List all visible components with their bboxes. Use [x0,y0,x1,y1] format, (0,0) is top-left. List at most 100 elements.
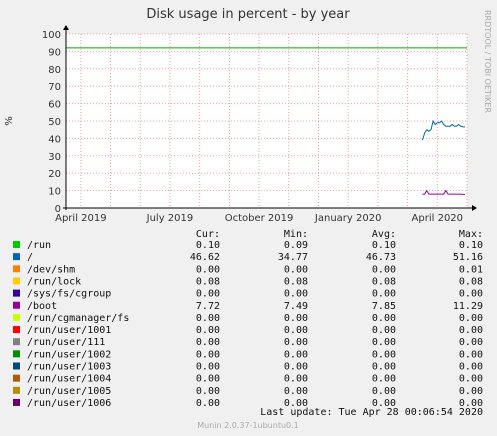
legend-series-name: /run/user/1005 [27,386,111,397]
legend-series-name: /dev/shm [27,264,75,275]
legend-stat-value: 0.00 [459,337,483,348]
side-label: RRDTOOL / TOBI OETIKER [483,10,492,113]
x-tick-label: October 2019 [225,213,294,224]
legend-stat-value: 0.00 [459,374,483,385]
legend-swatch [13,326,20,334]
legend-stat-value: 0.00 [284,386,308,397]
legend-swatch [13,277,20,285]
legend-series-name: /run/lock [27,276,81,287]
legend-stat-value: 0.00 [372,398,396,409]
legend-stat-value: 0.08 [372,276,396,287]
legend-swatch [13,301,20,309]
legend-series-name: /sys/fs/cgroup [27,289,111,300]
legend-swatch [13,362,20,370]
legend-stat-value: 0.00 [284,362,308,373]
legend-stat-value: 0.00 [372,325,396,336]
legend-swatch [13,338,20,346]
legend-stat-value: 0.10 [196,240,220,251]
legend-swatch [13,398,20,406]
footer: Munin 2.0.37-1ubuntu0.1 [197,421,299,430]
y-tick-labels: 0 10 20 30 40 50 60 70 80 90 100 [42,30,61,215]
legend-stat-value: 0.00 [372,289,396,300]
legend-stat-value: 0.08 [459,276,483,287]
series-line [422,189,466,196]
legend-stat-value: 0.08 [196,276,220,287]
legend-stat-value: 7.72 [196,301,220,312]
y-tick-label: 30 [48,152,61,163]
legend-stat-value: 0.00 [196,325,220,336]
legend-column-header: Max: [459,229,483,240]
y-axis-arrow [63,25,69,30]
x-tick-label: April 2019 [55,213,106,224]
legend-stat-value: 0.00 [372,374,396,385]
legend-series-name: /run/user/1002 [27,349,111,360]
legend-stat-value: 0.00 [196,337,220,348]
legend-swatch [13,386,20,394]
legend-stat-value: 0.00 [372,313,396,324]
series-line [421,119,465,141]
legend-stat-value: 7.85 [372,301,396,312]
legend-stat-value: 0.00 [459,386,483,397]
y-tick-label: 100 [42,30,61,41]
legend-stat-value: 0.00 [196,313,220,324]
legend: Cur: Min: Avg: Max: /run 0.10 0.09 0.10 0.10 / 46.… [13,229,483,409]
legend-stat-value: 34.77 [278,252,308,263]
legend-stat-value: 51.16 [453,252,483,263]
legend-column-header: Min: [284,229,308,240]
legend-stat-value: 0.00 [284,398,308,409]
y-tick-label: 80 [48,65,61,76]
legend-stat-value: 0.00 [196,349,220,360]
legend-series-name: /run/user/1003 [27,362,111,373]
legend-stat-value: 0.08 [284,276,308,287]
legend-stat-value: 0.00 [459,313,483,324]
y-tick-label: 50 [48,117,61,128]
legend-stat-value: 0.10 [459,240,483,251]
legend-column-header: Cur: [196,229,220,240]
legend-stat-value: 0.10 [372,240,396,251]
legend-stat-value: 0.00 [372,386,396,397]
legend-stat-value: 0.01 [459,264,483,275]
legend-stat-value: 0.00 [196,362,220,373]
legend-stat-value: 0.00 [372,337,396,348]
y-axis-label: % [4,116,15,126]
legend-stat-value: 0.00 [284,264,308,275]
legend-stat-value: 0.00 [459,362,483,373]
legend-stat-value: 0.00 [372,362,396,373]
legend-stat-value: 0.00 [284,349,308,360]
legend-column-header: Avg: [372,229,396,240]
y-tick-label: 60 [48,100,61,111]
legend-stat-value: 0.00 [196,386,220,397]
legend-stat-value: 0.00 [459,325,483,336]
legend-stat-value: 0.00 [196,264,220,275]
legend-series-name: /run/user/111 [27,337,105,348]
legend-swatch [13,350,20,358]
legend-swatch [13,289,20,297]
legend-swatch [13,313,20,321]
y-tick-label: 10 [48,187,61,198]
legend-series-name: /boot [27,301,57,312]
legend-stat-value: 0.00 [284,289,308,300]
legend-stat-value: 0.09 [284,240,308,251]
legend-stat-value: 0.00 [284,313,308,324]
legend-stat-value: 0.00 [459,398,483,409]
y-tick-label: 0 [55,204,61,215]
x-tick-label: July 2019 [146,213,194,224]
legend-swatch [13,241,20,248]
legend-stat-value: 46.62 [190,252,220,263]
legend-swatch [13,253,20,261]
legend-series-name: /run/cgmanager/fs [27,313,129,324]
legend-stat-value: 0.00 [459,349,483,360]
series-lines [421,119,466,196]
legend-stat-value: 0.00 [284,337,308,348]
x-tick-label: April 2020 [412,213,463,224]
legend-series-name: /run/user/1006 [27,398,111,409]
legend-series-name: / [27,252,33,263]
legend-series-name: /run [27,240,51,251]
legend-stat-value: 11.29 [453,301,483,312]
legend-stat-value: 0.00 [196,374,220,385]
y-tick-label: 70 [48,82,61,93]
legend-stat-value: 0.00 [372,264,396,275]
y-tick-label: 20 [48,169,61,180]
legend-stat-value: 0.00 [284,325,308,336]
